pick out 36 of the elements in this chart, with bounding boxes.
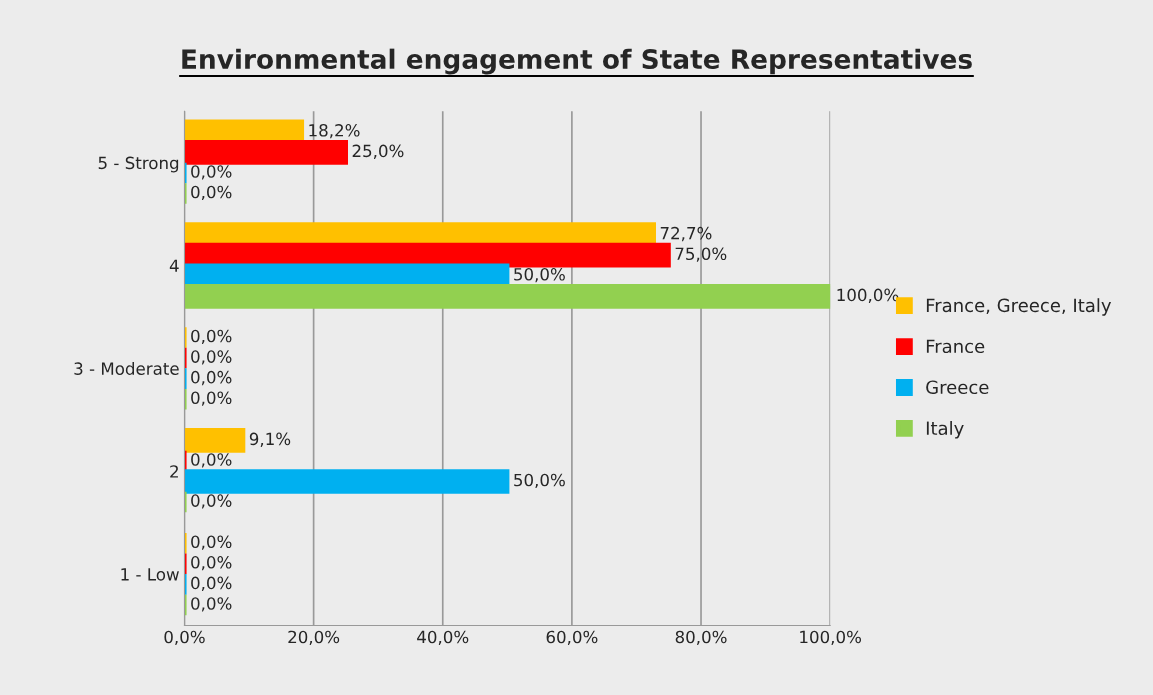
data-label: 9,1% [249, 432, 291, 447]
data-label: 0,0% [191, 370, 232, 386]
data-label: 0,0% [191, 185, 232, 201]
data-label: 0,0% [191, 494, 232, 509]
data-label: 0,0% [191, 556, 232, 571]
data-label: 18,2% [309, 124, 360, 139]
data-label: 0,0% [191, 329, 232, 345]
x-tick-label: 0,0% [164, 630, 205, 645]
x-tick-label: 20,0% [288, 630, 340, 645]
y-tick-label: 1 - Low [121, 568, 179, 581]
chart-title: Environmental engagement of State Representatives [182, 48, 972, 75]
data-label: 0,0% [191, 165, 232, 180]
legend-label: France [926, 339, 985, 354]
data-label: 72,7% [660, 226, 712, 242]
y-tick-label: 2 [170, 465, 178, 478]
data-label: 50,0% [514, 473, 565, 489]
y-tick-label: 5 - Strong [98, 156, 179, 173]
data-label: 0,0% [191, 453, 232, 468]
data-label: 25,0% [352, 144, 404, 159]
data-label: 100,0% [837, 288, 899, 303]
data-label: 50,0% [514, 268, 565, 283]
x-tick-label: 80,0% [675, 630, 727, 645]
x-tick-label: 100,0% [800, 630, 862, 645]
data-label: 0,0% [191, 576, 232, 591]
legend-label: Italy [926, 421, 964, 439]
data-label: 0,0% [191, 350, 232, 365]
x-tick-label: 60,0% [546, 630, 598, 645]
y-tick-label: 3 - Moderate [74, 362, 179, 375]
legend-label: France, Greece, Italy [926, 298, 1112, 316]
data-label: 0,0% [191, 597, 232, 612]
x-tick-label: 40,0% [417, 630, 469, 645]
y-tick-label: 4 [169, 259, 179, 272]
data-label: 0,0% [191, 391, 232, 406]
data-label: 0,0% [191, 535, 232, 550]
legend-label: Greece [926, 380, 989, 395]
data-label: 75,0% [675, 247, 727, 262]
